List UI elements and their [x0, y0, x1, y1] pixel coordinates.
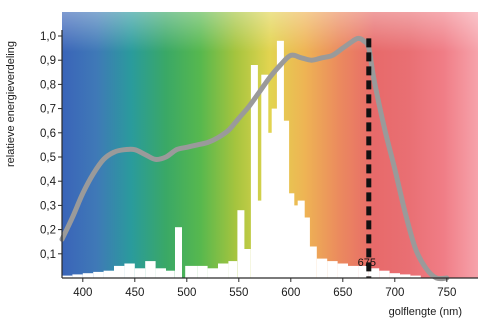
spectral-bar [309, 246, 317, 278]
spectral-bar [287, 193, 295, 278]
spectral-bars [62, 40, 421, 278]
x-axis-label: golflengte (nm) [389, 306, 462, 318]
x-tick-label: 700 [385, 287, 404, 299]
marker-675-label: 675 [358, 257, 376, 269]
x-tick-label: 450 [125, 287, 144, 299]
spectral-bar [316, 258, 328, 278]
spectral-bar [218, 263, 229, 278]
y-tick-label: 1,0 [40, 31, 56, 43]
spectral-bar [327, 261, 338, 278]
spectral-bar [302, 217, 310, 278]
y-tick-label: 0,6 [40, 128, 56, 140]
spectral-bar [185, 265, 198, 278]
spectral-bar [271, 108, 279, 278]
spectral-bar [410, 275, 421, 278]
spectral-bar [337, 263, 348, 278]
x-tick-label: 600 [281, 287, 300, 299]
spectral-bar [292, 205, 300, 278]
spectral-bar [62, 275, 73, 278]
spectral-bar [103, 270, 114, 278]
y-axis-label: relatieve energieverdeling [5, 41, 17, 167]
y-tick-label: 0,5 [40, 152, 56, 164]
spectral-bar [197, 265, 208, 278]
spectral-bar [93, 271, 104, 278]
spectral-bar [256, 200, 264, 278]
spectral-bar [379, 270, 390, 278]
spectral-bar [82, 273, 94, 278]
spectral-bar [261, 74, 269, 278]
spectral-bar [348, 265, 359, 278]
spectral-bar [155, 268, 166, 278]
spectral-bar [175, 227, 182, 278]
spectral-bar [228, 261, 238, 278]
y-tick-label: 0,7 [40, 104, 56, 116]
spectral-bar [250, 65, 258, 278]
spectral-bar [400, 274, 411, 278]
relative-energy-curve [59, 35, 450, 282]
spectral-bar [166, 270, 175, 278]
spectral-bar [276, 40, 284, 278]
spectral-bar [282, 120, 290, 278]
x-tick-label: 750 [437, 287, 456, 299]
spectral-bar [134, 268, 146, 278]
spectral-bar [358, 265, 369, 278]
spectral-bar [368, 268, 380, 278]
x-tick-label: 550 [229, 287, 248, 299]
y-tick-label: 0,2 [40, 225, 56, 237]
y-tick-label: 0,9 [40, 55, 56, 67]
spectral-bar [297, 200, 305, 278]
y-tick-label: 0,1 [40, 249, 56, 261]
spectral-bar [124, 263, 135, 278]
x-tick-label: 650 [333, 287, 352, 299]
spectral-bar [72, 274, 83, 278]
y-tick-label: 0,3 [40, 200, 56, 212]
y-axis-ticks: 0,1 0,2 0,3 0,4 0,5 0,6 0,7 0,8 0,9 1,0 [40, 31, 62, 261]
x-tick-label: 500 [177, 287, 196, 299]
spectral-bar [114, 265, 125, 278]
y-tick-label: 0,4 [40, 176, 57, 188]
spectral-bar [244, 249, 251, 278]
spectral-bar [145, 261, 156, 278]
spectral-bar [237, 210, 245, 278]
y-tick-label: 0,8 [40, 79, 56, 91]
spectral-bar [207, 268, 218, 278]
spectral-bar [266, 132, 274, 278]
x-axis-ticks: 400 450 500 550 600 650 700 750 [73, 278, 456, 299]
x-tick-label: 400 [73, 287, 92, 299]
spectral-bar [389, 273, 400, 278]
